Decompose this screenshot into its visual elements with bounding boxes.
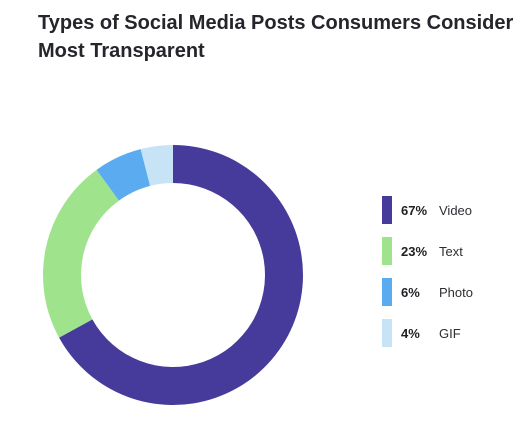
chart-title-line-1: Types of Social Media Posts Consumers Co… — [38, 12, 514, 34]
legend-swatch-gif — [382, 319, 392, 347]
donut-slice-video — [59, 145, 303, 405]
legend-swatch-video — [382, 196, 392, 224]
chart-title-line-2: Most Transparent — [38, 40, 205, 62]
legend-value-gif: 4% — [401, 326, 420, 341]
legend-label-video: Video — [439, 203, 473, 218]
legend-swatch-photo — [382, 278, 392, 306]
legend-swatch-text — [382, 237, 392, 265]
legend-value-photo: 6% — [401, 285, 420, 300]
legend-label-gif: GIF — [439, 326, 461, 341]
legend-value-video: 67% — [401, 203, 428, 218]
chart-title: Types of Social Media Posts Consumers Co… — [38, 9, 518, 65]
legend-label-photo: Photo — [439, 285, 473, 300]
donut-slice-gif — [140, 145, 173, 186]
legend-value-text: 23% — [401, 244, 428, 259]
donut-slice-photo — [96, 149, 151, 201]
donut-slice-text — [42, 169, 119, 338]
legend-label-text: Text — [439, 244, 463, 259]
